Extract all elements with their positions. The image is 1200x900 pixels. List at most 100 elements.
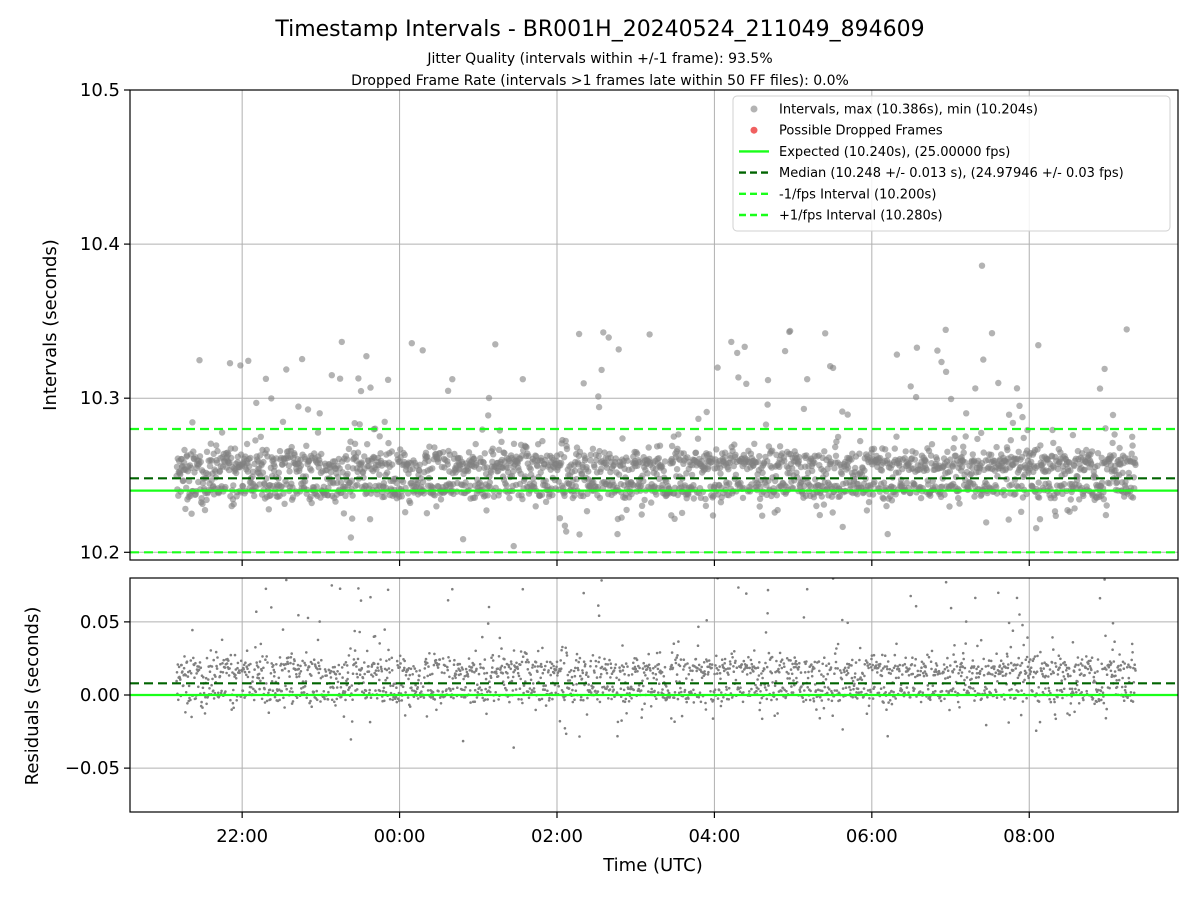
residual-point [949, 664, 952, 667]
interval-point [506, 494, 513, 502]
residual-point [750, 662, 754, 666]
residual-point [507, 665, 511, 669]
residual-point [548, 696, 551, 700]
residual-point [765, 665, 769, 669]
residual-point [982, 569, 985, 572]
residual-point [193, 676, 196, 679]
residual-point [1068, 687, 1072, 691]
residual-point [367, 665, 370, 668]
residual-point [944, 580, 948, 584]
residual-point [559, 669, 562, 673]
residual-point [337, 663, 341, 667]
residual-point [993, 665, 996, 668]
interval-point [398, 493, 405, 500]
interval-point [279, 418, 287, 425]
interval-point [251, 492, 258, 500]
residual-point [483, 672, 486, 675]
residual-point [1009, 696, 1012, 699]
residual-point [973, 689, 977, 693]
residual-point [777, 667, 780, 671]
residual-point [221, 671, 225, 674]
residual-point [822, 675, 825, 678]
residual-point [175, 679, 178, 683]
residual-point [546, 689, 549, 693]
interval-point [498, 438, 505, 445]
residual-point [1096, 658, 1100, 661]
interval-point [694, 435, 702, 442]
interval-point [425, 457, 432, 464]
x-tick-label: 06:00 [846, 826, 898, 847]
residual-point [758, 708, 761, 712]
residual-point [410, 686, 413, 689]
interval-point [869, 491, 877, 498]
residual-point [332, 686, 335, 690]
residual-point [634, 667, 638, 671]
interval-point [927, 452, 935, 459]
residual-point [894, 664, 897, 668]
residual-point [364, 689, 368, 692]
interval-point [690, 495, 697, 502]
residual-point [482, 667, 485, 670]
residual-point [318, 620, 322, 623]
interval-point [462, 479, 469, 486]
residual-point [867, 666, 870, 670]
interval-point [759, 512, 766, 519]
residual-point [931, 684, 935, 688]
residual-point [991, 544, 994, 547]
residual-point [1056, 695, 1059, 699]
residual-point [385, 668, 389, 672]
interval-point [623, 506, 630, 514]
residual-point [612, 669, 616, 672]
residual-point [310, 705, 314, 708]
interval-point [207, 440, 214, 447]
residual-point [321, 675, 324, 678]
interval-point [226, 360, 234, 367]
residual-point [1048, 668, 1052, 671]
residual-point [190, 715, 193, 719]
residual-point [1115, 685, 1119, 689]
residual-point [642, 661, 645, 665]
residual-point [716, 697, 720, 700]
interval-point [603, 464, 611, 471]
residual-point [671, 666, 675, 670]
residual-point [1104, 716, 1108, 720]
residual-point [332, 670, 336, 674]
residual-point [1076, 656, 1080, 659]
residual-point [299, 664, 302, 668]
residual-point [298, 672, 301, 675]
residual-point [538, 698, 542, 701]
interval-point [688, 471, 696, 479]
residual-point [893, 653, 897, 657]
residual-point [933, 670, 936, 673]
interval-point [519, 376, 526, 383]
residual-point [633, 665, 637, 669]
residual-point [467, 657, 471, 660]
residual-point [605, 671, 609, 675]
residual-point [207, 678, 210, 681]
residual-point [1051, 636, 1054, 639]
interval-point [285, 462, 292, 469]
residual-point [791, 691, 795, 694]
residual-point [833, 672, 836, 675]
residual-point [863, 674, 866, 678]
residual-point [269, 672, 273, 675]
residual-point [706, 673, 710, 676]
residual-point [753, 649, 756, 652]
residual-point [303, 661, 306, 665]
residual-point [806, 686, 809, 689]
residual-point [793, 683, 796, 687]
residual-point [1046, 664, 1050, 667]
interval-point [501, 449, 508, 457]
residual-point [287, 670, 291, 673]
interval-point [340, 510, 348, 517]
residual-point [356, 675, 359, 679]
residual-point [222, 658, 225, 662]
interval-point [1109, 411, 1117, 419]
residual-point [655, 651, 659, 655]
residual-point [404, 673, 408, 677]
residual-point [358, 673, 362, 676]
legend: Intervals, max (10.386s), min (10.204s)P… [732, 95, 1171, 232]
residual-point [804, 662, 807, 666]
residual-point [843, 666, 847, 670]
residual-point [402, 668, 406, 672]
